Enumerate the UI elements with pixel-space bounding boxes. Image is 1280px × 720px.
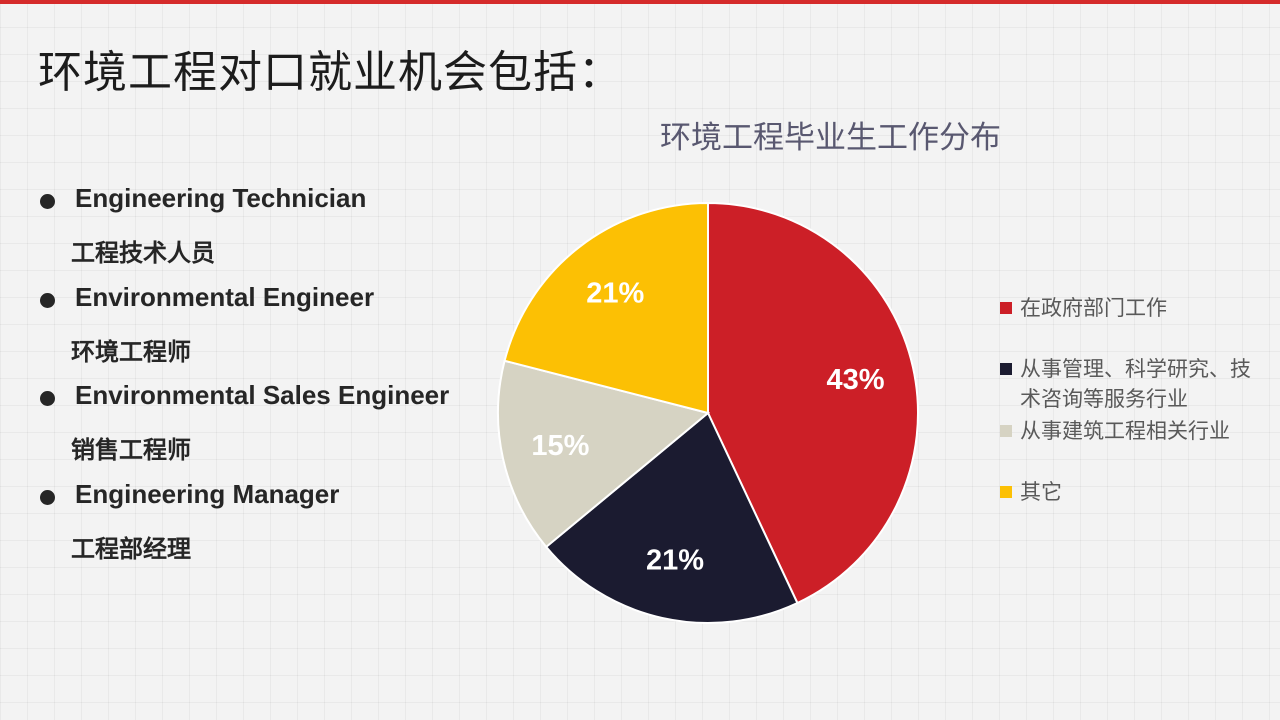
bullet-title-cn: 工程部经理 <box>71 534 191 563</box>
bullet-dot-icon <box>40 194 55 209</box>
bullet-title-en: Engineering Manager <box>75 478 340 509</box>
bullet-title-cn: 工程技术人员 <box>71 239 215 267</box>
legend-label: 从事建筑工程相关行业 <box>1020 419 1230 443</box>
bullet-title-en: Engineering Technician <box>75 183 367 213</box>
legend-swatch-icon <box>1000 302 1012 314</box>
legend-label: 其它 <box>1020 480 1062 504</box>
bullet-dot-icon <box>40 489 55 505</box>
pie-data-label-3: 15% <box>531 430 589 462</box>
legend-label: 从事管理、科学研究、技术咨询等服务行业 <box>1020 357 1251 411</box>
page-title: 环境工程对口就业机会包括： <box>38 47 623 98</box>
bullet-title-cn: 销售工程师 <box>71 436 191 464</box>
pie-slice-2 <box>544 411 799 624</box>
bullet-item-1: Engineering Technician 工程技术人员 <box>38 180 498 279</box>
legend-label: 在政府部门工作 <box>1020 296 1167 320</box>
pie-data-label-2: 21% <box>646 545 704 577</box>
top-accent-bar <box>0 0 1280 4</box>
bullet-title-cn: 环境工程师 <box>71 337 191 366</box>
pie-slice-4 <box>503 201 709 415</box>
legend-swatch-icon <box>1000 425 1012 437</box>
chart-title: 环境工程毕业生工作分布 <box>660 120 1001 156</box>
bullet-title-en: Environmental Sales Engineer <box>75 380 450 410</box>
pie-data-label-1: 43% <box>827 364 885 396</box>
bullet-title-en: Environmental Engineer <box>75 281 375 312</box>
pie-data-label-4: 21% <box>586 278 644 310</box>
legend-swatch-icon <box>1000 486 1012 498</box>
bullet-dot-icon <box>40 391 55 406</box>
bullet-item-3: Environmental Sales Engineer 销售工程师 <box>38 377 498 476</box>
pie-slice-3 <box>497 359 711 549</box>
bullet-list: Engineering Technician 工程技术人员 Environmen… <box>38 180 498 574</box>
bullet-dot-icon <box>40 292 55 308</box>
bullet-item-4: Engineering Manager 工程部经理 <box>38 476 498 575</box>
pie-slice-1 <box>707 201 919 605</box>
bullet-item-2: Environmental Engineer 环境工程师 <box>38 279 498 378</box>
legend-swatch-icon <box>1000 363 1012 375</box>
